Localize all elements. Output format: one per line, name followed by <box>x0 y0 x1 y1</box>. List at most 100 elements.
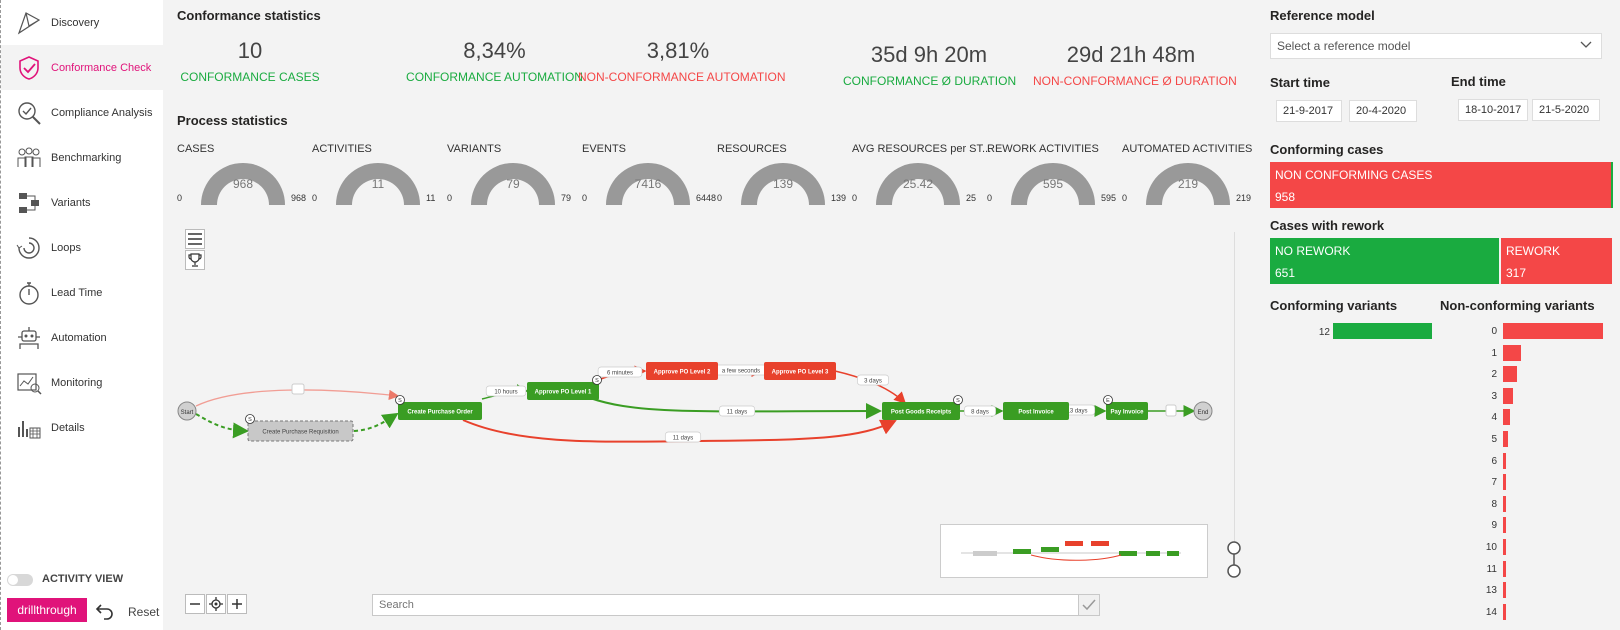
sidebar-item-monitoring[interactable]: Monitoring <box>1 360 164 405</box>
cases-with-rework-title: Cases with rework <box>1270 218 1385 233</box>
kpi-card: 3,81% NON-CONFORMANCE AUTOMATION <box>578 38 786 84</box>
gauge-fill <box>336 163 420 205</box>
non-conforming-variant-bar[interactable] <box>1503 323 1603 339</box>
node-start[interactable]: Start <box>177 401 197 421</box>
non-conforming-variant-label: 4 <box>1491 412 1497 424</box>
non-conforming-variant-bar[interactable] <box>1503 344 1521 361</box>
edge-cpo-pgr <box>462 419 897 443</box>
minimap[interactable] <box>940 524 1208 578</box>
non-conforming-variant-bar[interactable] <box>1503 366 1517 383</box>
node-label: Post Invoice <box>1018 410 1054 416</box>
node-cpo[interactable]: Create Purchase Order S <box>395 395 483 421</box>
kpi-value: 35d 9h 20m <box>870 42 988 67</box>
non-conforming-variant-bar[interactable] <box>1503 603 1506 620</box>
conforming-cases-block[interactable] <box>1611 162 1613 208</box>
loop-icon <box>15 234 43 262</box>
node-badge-label: S <box>595 378 599 384</box>
zoom-slider-handle[interactable] <box>1225 540 1243 580</box>
sidebar-item-automation[interactable]: Automation <box>1 315 164 360</box>
sidebar-item-conformance-check[interactable]: Conformance Check <box>1 45 164 90</box>
non-conforming-cases-block[interactable]: NON CONFORMING CASES 958 <box>1270 162 1611 208</box>
node-badge <box>1103 395 1113 405</box>
menu-icon[interactable] <box>185 229 205 249</box>
no-rework-label: NO REWORK <box>1275 244 1351 258</box>
gauge-title: EVENTS <box>582 143 627 155</box>
trophy-icon[interactable] <box>185 250 205 270</box>
sidebar-item-variants[interactable]: Variants <box>1 180 164 225</box>
gauge-max: 595 <box>1101 193 1117 203</box>
stopwatch-icon <box>15 279 43 307</box>
sidebar-item-lead-time[interactable]: Lead Time <box>1 270 164 315</box>
gauge-fill <box>471 163 555 205</box>
end-date-to[interactable]: 21-5-2020 <box>1532 99 1600 121</box>
node-apo3[interactable]: Approve PO Level 3 <box>764 362 836 380</box>
non-conforming-variant-bar[interactable] <box>1503 474 1506 491</box>
no-rework-block[interactable]: NO REWORK 651 <box>1270 238 1499 284</box>
shield-check-icon <box>15 54 43 82</box>
node-apo2[interactable]: Approve PO Level 2 <box>646 362 718 380</box>
zoom-in-icon[interactable] <box>227 594 247 614</box>
sidebar-item-loops[interactable]: Loops <box>1 225 164 270</box>
non-conforming-variant-bar[interactable] <box>1503 452 1506 469</box>
conforming-cases-title: Conforming cases <box>1270 142 1384 157</box>
rework-label: REWORK <box>1506 244 1560 258</box>
magnifier-check-icon <box>15 99 43 127</box>
edge-label-text: 13 days <box>1066 409 1087 415</box>
start-date-to[interactable]: 20-4-2020 <box>1349 100 1417 122</box>
node-label: Start <box>181 410 194 416</box>
sidebar-item-discovery[interactable]: Discovery <box>1 0 164 45</box>
non-conforming-variant-label: 11 <box>1486 563 1497 575</box>
reference-model-select[interactable]: Select a reference model <box>1270 33 1602 59</box>
node-req[interactable]: Create Purchase Requisition S <box>245 414 354 442</box>
non-conforming-variant-bar[interactable] <box>1503 495 1506 512</box>
non-conforming-variant-bar[interactable] <box>1503 560 1506 577</box>
non-conforming-variant-bar[interactable] <box>1503 517 1506 534</box>
gauge: 0 968 968 <box>173 147 313 207</box>
start-date-from[interactable]: 21-9-2017 <box>1276 100 1342 122</box>
edge-label: 13 days <box>1058 404 1096 416</box>
kpi-value: 29d 21h 48m <box>1066 42 1196 67</box>
node-label: Approve PO Level 1 <box>535 390 592 396</box>
non-conforming-variant-label: 9 <box>1491 520 1497 532</box>
rework-block[interactable]: REWORK 317 <box>1501 238 1612 284</box>
kpi-card: 8,34% CONFORMANCE AUTOMATION <box>392 38 597 84</box>
gauge-fill <box>201 163 285 205</box>
end-time-title: End time <box>1451 74 1506 89</box>
sidebar-item-benchmarking[interactable]: Benchmarking <box>1 135 164 180</box>
kpi-value: 10 <box>237 38 263 63</box>
non-conforming-variant-label: 5 <box>1491 434 1497 445</box>
non-conforming-variant-bar[interactable] <box>1503 582 1506 599</box>
node-badge-label: S <box>398 398 402 404</box>
zoom-out-icon[interactable] <box>185 594 205 614</box>
end-date-from[interactable]: 18-10-2017 <box>1458 99 1528 121</box>
non-conforming-variant-bar[interactable] <box>1503 539 1506 555</box>
non-conforming-variant-bar[interactable] <box>1503 431 1508 447</box>
sidebar-item-label: Variants <box>51 196 91 209</box>
non-conforming-variant-bar[interactable] <box>1503 387 1513 404</box>
conforming-variant-bar[interactable] <box>1333 323 1432 339</box>
gauge: 0 25 25.42 <box>848 147 988 207</box>
activity-view-toggle[interactable] <box>7 574 33 586</box>
map-search-input[interactable] <box>372 594 1084 616</box>
zoom-slider-track <box>1234 232 1235 542</box>
locate-icon[interactable] <box>206 594 226 614</box>
sidebar-item-details[interactable]: Details <box>1 405 164 450</box>
node-label: Approve PO Level 2 <box>654 370 711 376</box>
gauge-min: 0 <box>582 193 588 203</box>
gauge-title: REWORK ACTIVITIES <box>987 143 1099 155</box>
rework-value: 317 <box>1506 266 1527 280</box>
reset-button[interactable]: Reset <box>128 605 160 619</box>
node-pinv[interactable]: Post Invoice <box>1003 402 1069 420</box>
node-apo1[interactable]: Approve PO Level 1S <box>527 375 602 401</box>
node-pgr[interactable]: Post Goods Receipts S <box>882 395 963 421</box>
reset-icon[interactable] <box>95 600 115 620</box>
non-conforming-variant-bar[interactable] <box>1503 409 1510 426</box>
robot-icon <box>15 324 43 352</box>
non-conforming-variant-label: 3 <box>1491 390 1497 402</box>
check-icon[interactable] <box>1078 594 1100 616</box>
node-end[interactable]: End <box>1193 401 1213 421</box>
drillthrough-button[interactable]: drillthrough <box>7 598 87 622</box>
sidebar-item-compliance-analysis[interactable]: Compliance Analysis <box>1 90 164 135</box>
gauge-title: VARIANTS <box>447 143 502 155</box>
